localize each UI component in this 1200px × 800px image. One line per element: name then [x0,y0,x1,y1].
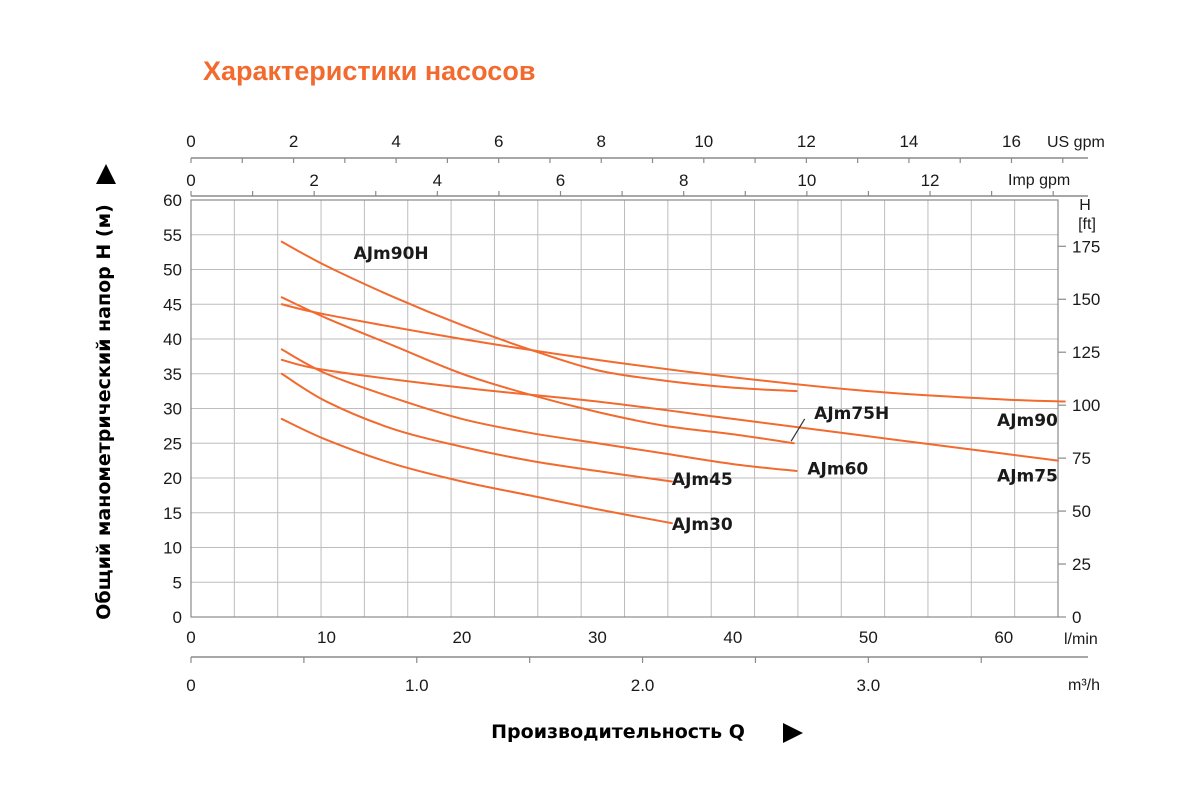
y-tick-label: 55 [163,226,182,245]
us-gpm-tick-label: 10 [694,132,713,151]
chart-title: Характеристики насосов [203,56,535,86]
ft-tick-label: 175 [1072,237,1100,256]
curve-labels: AJm90H AJm90 AJm75H AJm75 AJm60 AJm45 AJm30 [354,244,1059,535]
curve-ajm45 [280,372,673,483]
curve-label-ajm30: AJm30 [672,515,733,535]
curve-label-ajm60: AJm60 [807,460,868,480]
m3h-tick-label: 3.0 [857,676,881,695]
x-tick-label: 10 [317,628,336,647]
x-axis-arrow-icon [783,723,803,743]
curve-ajm60 [280,348,798,473]
ft-tick-label: 150 [1072,290,1100,309]
curve-ajm90h [280,240,798,393]
us-gpm-tick-label: 8 [597,132,606,151]
y-tick-label: 10 [163,539,182,558]
x-tick-label: 0 [186,628,195,647]
us-gpm-tick-label: 4 [391,132,400,151]
ajm75h-leader-line [790,418,806,442]
imp-gpm-tick-label: 12 [921,171,940,190]
curve-ajm90 [280,303,1066,403]
y-tick-label: 50 [163,261,182,280]
y-axis-arrow-icon [96,164,116,184]
curve-ajm75 [280,358,1059,462]
us-gpm-tick-label: 2 [289,132,298,151]
y-tick-label: 0 [173,608,182,627]
imp-gpm-unit: Imp gpm [1008,172,1070,189]
us-gpm-tick-label: 14 [899,132,918,151]
curves [280,240,1066,525]
y-tick-label: 30 [163,400,182,419]
x-tick-label: 50 [859,628,878,647]
y-tick-label: 5 [173,573,182,592]
feet-unit-h: H [1079,197,1091,214]
ft-tick-label: 0 [1072,608,1081,627]
y-tick-label: 60 [163,191,182,210]
ft-tick-label: 75 [1072,449,1091,468]
y-tick-label: 15 [163,504,182,523]
imp-gpm-tick-label: 6 [556,171,565,190]
us-gpm-tick-label: 6 [494,132,503,151]
curve-ajm30 [280,417,673,525]
y-tick-label: 35 [163,365,182,384]
curve-label-ajm45: AJm45 [672,470,733,490]
y-tick-label: 45 [163,295,182,314]
us-gpm-tick-label: 0 [186,132,195,151]
y-tick-label: 20 [163,469,182,488]
ft-tick-label: 125 [1072,343,1100,362]
grid [190,199,1059,618]
curve-label-ajm75h: AJm75H [814,404,889,424]
x-unit-lmin: l/min [1064,631,1098,648]
ft-tick-label: 100 [1072,396,1100,415]
curve-label-ajm90h: AJm90H [354,244,429,264]
feet-unit-ft: [ft] [1078,216,1096,233]
x-tick-label: 20 [452,628,471,647]
imp-gpm-tick-label: 0 [186,171,195,190]
imp-gpm-tick-label: 4 [433,171,442,190]
y-tick-label: 25 [163,434,182,453]
m3h-tick-label: 1.0 [405,676,429,695]
x-axis-title: Производительность Q [491,721,745,743]
y-axis-title: Общий манометрический напор H (м) [93,204,115,620]
x-tick-label: 40 [723,628,742,647]
us-gpm-tick-label: 12 [797,132,816,151]
ft-tick-label: 50 [1072,502,1091,521]
curve-label-ajm90: AJm90 [997,411,1058,431]
imp-gpm-tick-label: 10 [797,171,816,190]
ft-tick-label: 25 [1072,555,1091,574]
us-gpm-unit: US gpm [1047,134,1105,151]
m3h-unit: m³/h [1068,677,1100,694]
plot-frame [190,199,1059,618]
imp-gpm-tick-label: 2 [309,171,318,190]
x-tick-label: 60 [994,628,1013,647]
m3h-tick-label: 0 [186,676,195,695]
curve-label-ajm75: AJm75 [997,466,1058,486]
us-gpm-tick-label: 16 [1002,132,1021,151]
m3h-tick-label: 2.0 [631,676,655,695]
x-tick-label: 30 [588,628,607,647]
imp-gpm-tick-label: 8 [679,171,688,190]
y-tick-label: 40 [163,330,182,349]
